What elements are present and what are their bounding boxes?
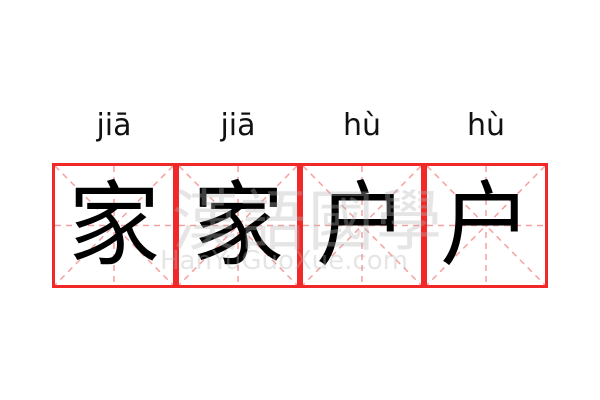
pinyin-1: jiā bbox=[96, 108, 132, 143]
character-3: 户 bbox=[315, 171, 408, 279]
pinyin-3: hù bbox=[342, 108, 382, 143]
character-cell-3: 户 bbox=[300, 163, 424, 288]
character-4: 户 bbox=[439, 171, 532, 279]
character-cell-2: 家 bbox=[176, 163, 300, 288]
guide-lines bbox=[179, 166, 297, 285]
character-grid: 家 家 户 户 bbox=[52, 163, 548, 288]
guide-lines bbox=[303, 166, 421, 285]
character-1: 家 bbox=[67, 171, 160, 279]
guide-lines bbox=[55, 166, 173, 285]
character-2: 家 bbox=[191, 171, 284, 279]
pinyin-4: hù bbox=[466, 108, 506, 143]
character-cell-4: 户 bbox=[424, 163, 548, 288]
guide-lines bbox=[427, 166, 545, 285]
character-cell-1: 家 bbox=[52, 163, 176, 288]
pinyin-2: jiā bbox=[220, 108, 256, 143]
